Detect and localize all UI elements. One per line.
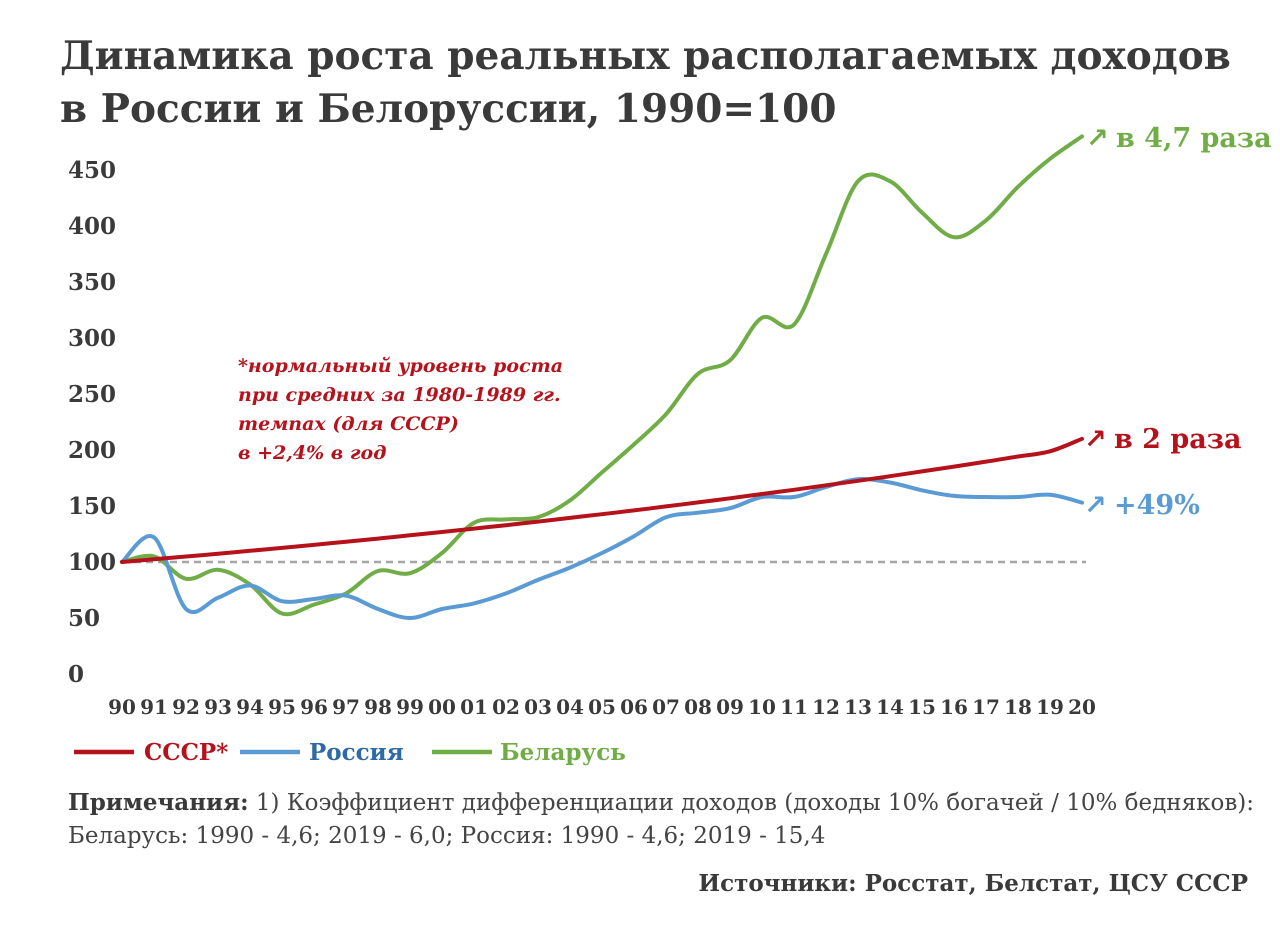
x-tick-label: 93 [204,695,232,719]
y-tick-label: 450 [68,157,116,184]
x-tick-label: 05 [588,695,616,719]
x-tick-label: 02 [492,695,520,719]
x-tick-label: 91 [140,695,168,719]
source-credit: Источники: Росстат, Белстат, ЦСУ СССР [698,870,1248,897]
x-tick-label: 10 [748,695,776,719]
annotation-line: темпах (для СССР) [238,413,459,435]
y-tick-label: 300 [68,325,116,352]
end-label-ussr: в 2 раза [1114,424,1241,455]
notes-line-2: Беларусь: 1990 - 4,6; 2019 - 6,0; Россия… [68,823,826,849]
end-label-russia: +49% [1114,490,1200,521]
legend-label-belarus: Беларусь [500,739,626,766]
x-tick-label: 18 [1004,695,1032,719]
notes: Примечания: 1) Коэффициент дифференциаци… [68,786,1268,853]
end-label-belarus: в 4,7 раза [1116,123,1272,154]
x-tick-label: 19 [1036,695,1064,719]
notes-line-1: Примечания: 1) Коэффициент дифференциаци… [68,786,1268,820]
y-tick-label: 250 [68,381,116,408]
x-tick-label: 09 [716,695,744,719]
x-tick-label: 11 [780,695,808,719]
series-end-labels: ↗ в 4,7 раза↗ в 2 раза↗ +49% [1084,123,1272,521]
x-tick-label: 16 [940,695,968,719]
x-axis-ticks: 90 91 92 93 94 95 96 97 98 99 00 01 02 03 04 05 06 07 08 09… [108,695,1096,719]
x-tick-label: 12 [812,695,840,719]
series-line-ussr [120,436,1084,564]
x-tick-label: 06 [620,695,648,719]
x-tick-label: 03 [524,695,552,719]
y-tick-label: 150 [68,493,116,520]
chart-title: Динамика роста реальных располагаемых до… [60,30,1231,136]
y-tick-label: 400 [68,213,116,240]
series-line-belarus [120,134,1084,617]
series-line-russia [120,476,1084,620]
x-tick-label: 17 [972,695,1000,719]
annotation-line: в +2,4% в год [238,442,386,464]
end-arrow-icon: ↗ [1084,490,1107,521]
series-lines [120,134,1084,620]
x-tick-label: 95 [268,695,296,719]
x-tick-label: 98 [364,695,392,719]
x-tick-label: 94 [236,695,264,719]
x-tick-label: 99 [396,695,424,719]
ussr-annotation: *нормальный уровень роста при средних за … [238,355,563,464]
y-tick-label: 0 [68,661,84,688]
annotation-line: при средних за 1980-1989 гг. [238,384,561,406]
end-arrow-icon: ↗ [1084,424,1107,455]
notes-text-1: 1) Коэффициент дифференциации доходов (д… [255,790,1255,816]
y-tick-label: 100 [68,549,116,576]
x-tick-label: 97 [332,695,360,719]
legend-label-ussr: СССР* [144,739,228,766]
annotation-line: *нормальный уровень роста [238,355,563,377]
legend: СССР* Россия Беларусь [74,739,626,766]
legend-label-russia: Россия [309,739,404,766]
x-tick-label: 14 [876,695,904,719]
y-tick-label: 350 [68,269,116,296]
y-axis-ticks: 0 50 100 150 200 250 300 350 400 450 [68,157,116,688]
x-tick-label: 20 [1068,695,1096,719]
chart-title-line-2: в России и Белоруссии, 1990=100 [60,86,837,132]
notes-label: Примечания: [68,789,249,816]
x-tick-label: 90 [108,695,136,719]
x-tick-label: 96 [300,695,328,719]
x-tick-label: 07 [652,695,680,719]
x-tick-label: 00 [428,695,456,719]
x-tick-label: 08 [684,695,712,719]
x-tick-label: 15 [908,695,936,719]
chart-title-line-1: Динамика роста реальных располагаемых до… [60,33,1231,79]
end-arrow-icon: ↗ [1086,123,1109,154]
x-tick-label: 01 [460,695,488,719]
y-tick-label: 200 [68,437,116,464]
x-tick-label: 13 [844,695,872,719]
x-tick-label: 92 [172,695,200,719]
x-tick-label: 04 [556,695,584,719]
y-tick-label: 50 [68,605,100,632]
